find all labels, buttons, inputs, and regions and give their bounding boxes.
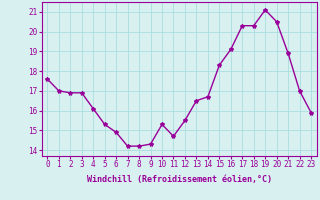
X-axis label: Windchill (Refroidissement éolien,°C): Windchill (Refroidissement éolien,°C)	[87, 175, 272, 184]
